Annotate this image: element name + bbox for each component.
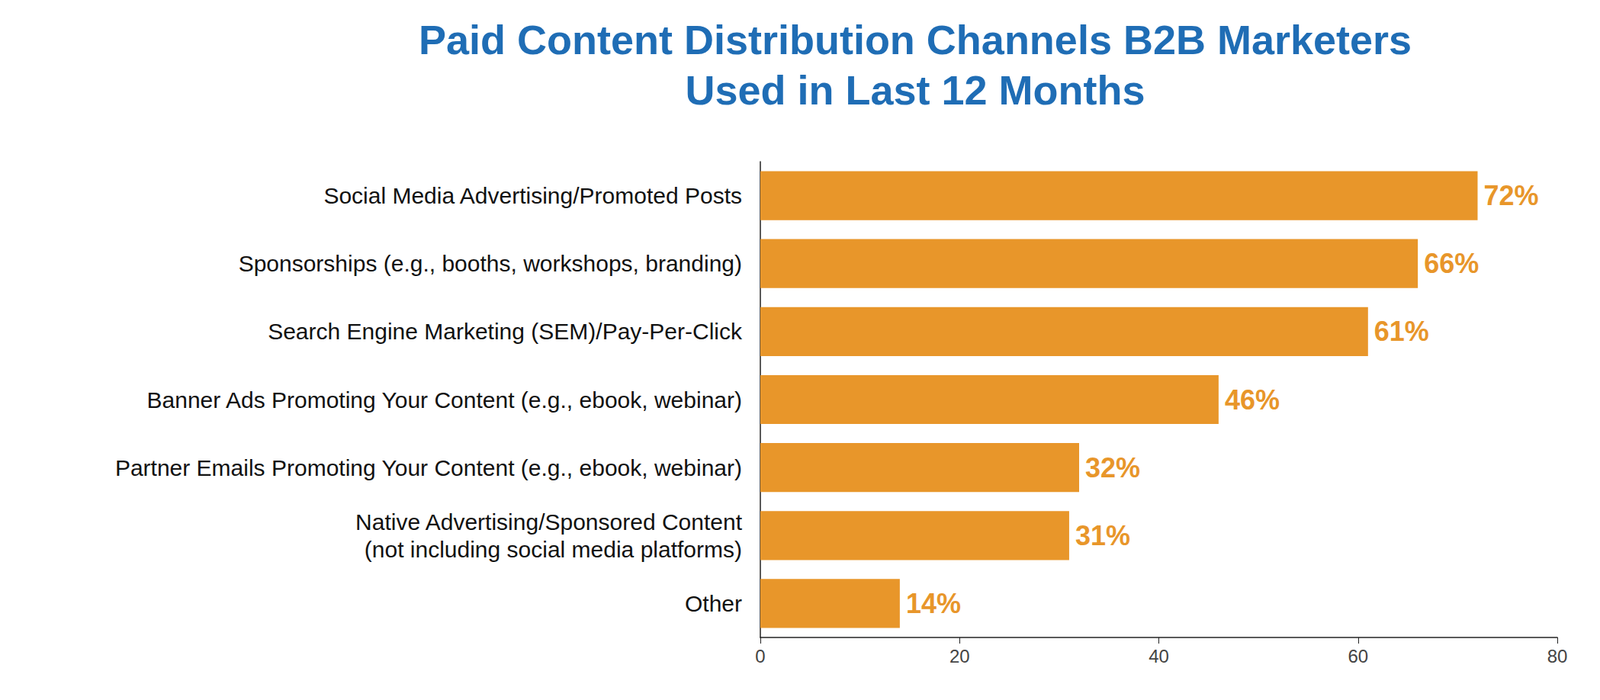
svg-text:Sponsorships (e.g., booths, wo: Sponsorships (e.g., booths, workshops, b… bbox=[238, 250, 743, 277]
svg-text:Native Advertising/Sponsored C: Native Advertising/Sponsored Content bbox=[355, 509, 743, 535]
svg-text:Banner Ads Promoting Your Cont: Banner Ads Promoting Your Content (e.g.,… bbox=[147, 387, 743, 413]
svg-text:80: 80 bbox=[1547, 645, 1568, 667]
svg-text:Social Media Advertising/Promo: Social Media Advertising/Promoted Posts bbox=[323, 183, 743, 209]
svg-text:31%: 31% bbox=[1075, 520, 1131, 552]
svg-text:Partner Emails Promoting Your: Partner Emails Promoting Your Content (e… bbox=[115, 455, 743, 481]
svg-text:40: 40 bbox=[1148, 645, 1170, 667]
svg-text:66%: 66% bbox=[1423, 247, 1479, 280]
svg-text:14%: 14% bbox=[906, 587, 961, 620]
svg-text:Search Engine Marketing (SEM)/: Search Engine Marketing (SEM)/Pay-Per-Cl… bbox=[267, 318, 743, 344]
svg-text:Paid Content Distribution Chan: Paid Content Distribution Channels B2B M… bbox=[418, 16, 1412, 63]
svg-text:20: 20 bbox=[949, 645, 971, 667]
svg-text:60: 60 bbox=[1347, 645, 1369, 667]
svg-text:72%: 72% bbox=[1484, 179, 1539, 212]
svg-text:(not including social media pl: (not including social media platforms) bbox=[364, 536, 743, 563]
svg-text:0: 0 bbox=[755, 645, 765, 667]
svg-text:Other: Other bbox=[684, 591, 743, 617]
svg-text:46%: 46% bbox=[1224, 384, 1280, 416]
svg-text:Used in Last 12 Months: Used in Last 12 Months bbox=[684, 67, 1145, 113]
svg-text:61%: 61% bbox=[1374, 315, 1430, 347]
svg-text:32%: 32% bbox=[1085, 452, 1141, 484]
